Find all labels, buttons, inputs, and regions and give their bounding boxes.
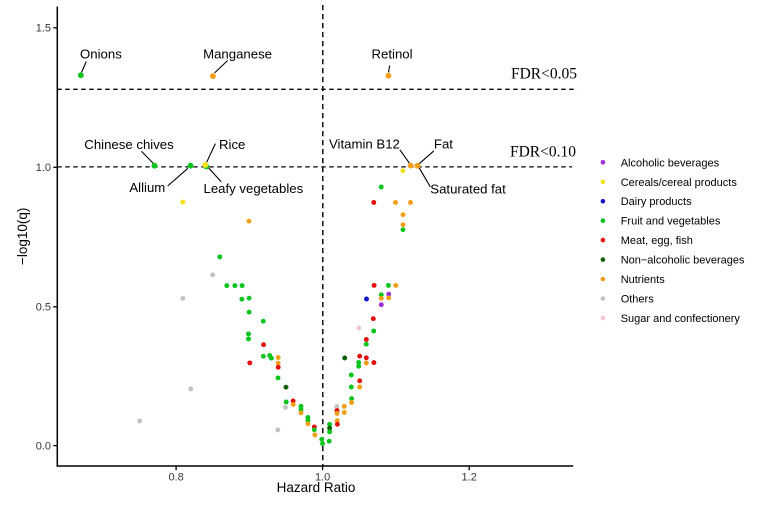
svg-text:Rice: Rice [219,137,245,152]
svg-text:Saturated fat: Saturated fat [430,181,506,196]
svg-text:Cereals/cereal products: Cereals/cereal products [621,177,738,189]
svg-text:Leafy vegetables: Leafy vegetables [204,181,304,196]
svg-text:FDR<0.05: FDR<0.05 [511,66,577,83]
svg-text:Alcoholic beverages: Alcoholic beverages [621,157,720,169]
svg-text:Allium: Allium [129,180,165,195]
svg-text:Others: Others [621,294,655,306]
svg-text:Vitamin B12: Vitamin B12 [329,137,400,152]
svg-text:1.0: 1.0 [315,472,330,484]
svg-text:Nutrients: Nutrients [621,274,666,286]
svg-text:Manganese: Manganese [203,46,272,61]
svg-text:Dairy products: Dairy products [621,196,692,208]
svg-text:1.0: 1.0 [36,162,51,174]
svg-text:1.5: 1.5 [36,23,51,35]
svg-text:Fruit and vegetables: Fruit and vegetables [621,216,721,228]
svg-text:0.8: 0.8 [168,472,183,484]
svg-text:1.2: 1.2 [462,472,477,484]
svg-text:Meat, egg, fish: Meat, egg, fish [621,235,693,247]
svg-text:FDR<0.10: FDR<0.10 [510,144,576,161]
svg-text:Onions: Onions [80,46,122,61]
svg-text:0.0: 0.0 [36,441,51,453]
svg-text:Non−alcoholic beverages: Non−alcoholic beverages [621,255,745,267]
svg-text:Sugar and confectionery: Sugar and confectionery [621,313,741,325]
svg-text:0.5: 0.5 [36,302,51,314]
svg-text:Fat: Fat [434,137,453,152]
svg-text:Hazard Ratio: Hazard Ratio [277,480,356,495]
svg-text:Retinol: Retinol [372,46,413,61]
svg-text:Chinese chives: Chinese chives [84,137,174,152]
svg-text:−log10(q): −log10(q) [15,208,30,265]
